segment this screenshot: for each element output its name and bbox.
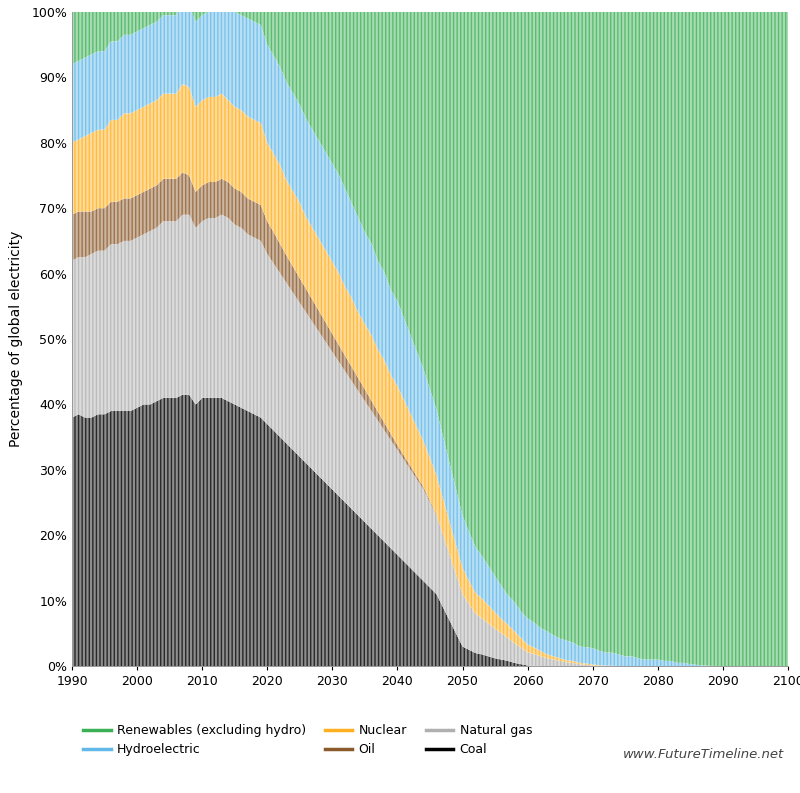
Y-axis label: Percentage of global electricity: Percentage of global electricity [9, 231, 23, 447]
Text: www.FutureTimeline.net: www.FutureTimeline.net [623, 748, 785, 761]
Legend: Renewables (excluding hydro), Hydroelectric, Nuclear, Oil, Natural gas, Coal: Renewables (excluding hydro), Hydroelect… [78, 719, 537, 761]
